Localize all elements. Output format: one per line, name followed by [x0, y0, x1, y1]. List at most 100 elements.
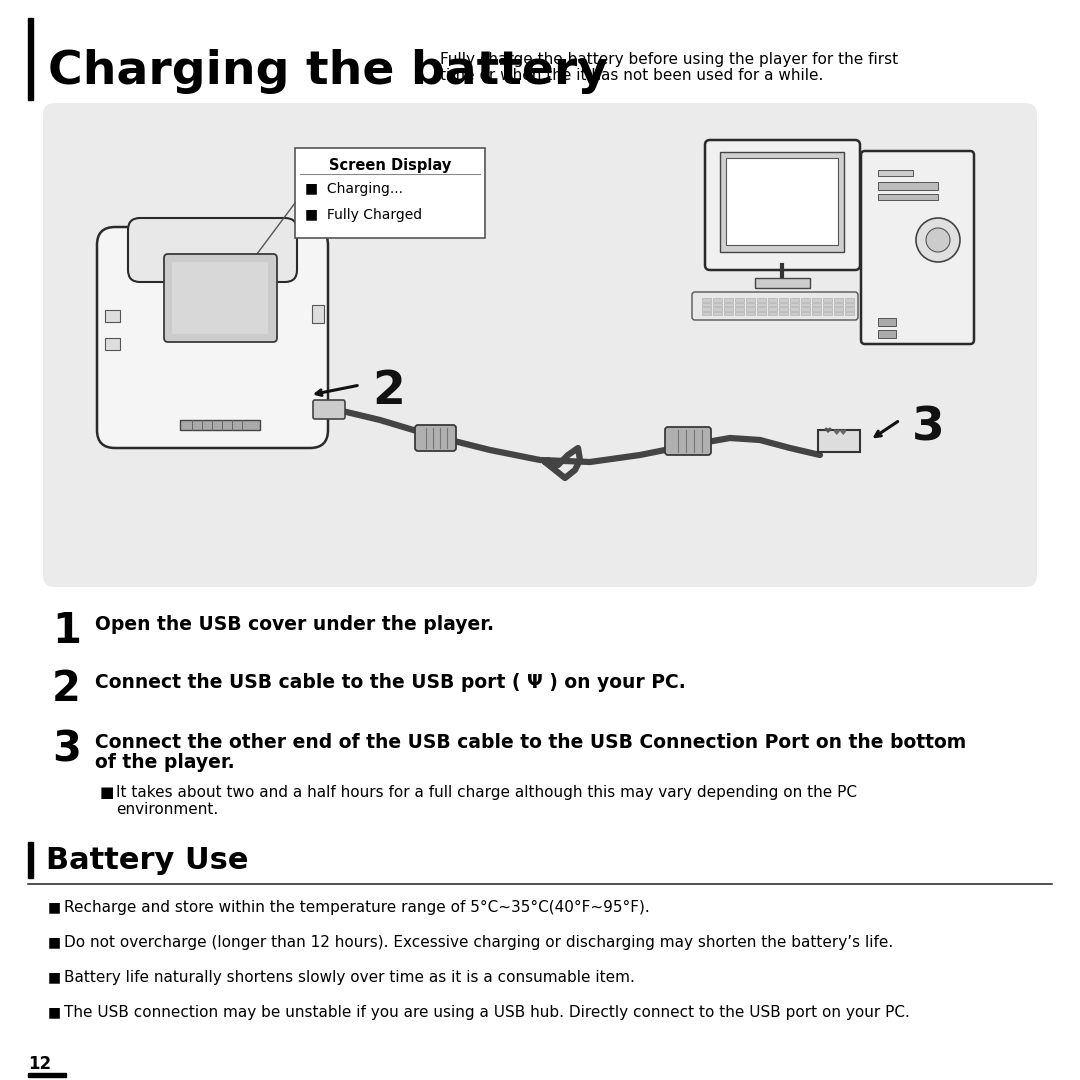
Bar: [746, 307, 755, 311]
Bar: [757, 307, 766, 311]
Bar: [105, 338, 120, 350]
Bar: [105, 310, 120, 322]
Text: 3: 3: [52, 728, 81, 770]
Bar: [768, 298, 777, 301]
FancyBboxPatch shape: [705, 140, 860, 270]
Bar: [789, 311, 799, 315]
Text: 2: 2: [372, 369, 405, 415]
Text: ■: ■: [48, 935, 62, 949]
Text: ■: ■: [48, 900, 62, 914]
Text: of the player.: of the player.: [95, 753, 234, 772]
Bar: [735, 298, 744, 301]
Text: time or when the it has not been used for a while.: time or when the it has not been used fo…: [440, 68, 823, 83]
Bar: [801, 307, 810, 311]
Text: ■: ■: [48, 970, 62, 984]
Bar: [801, 311, 810, 315]
Bar: [834, 298, 843, 301]
Text: Fully charge the battery before using the player for the first: Fully charge the battery before using th…: [440, 52, 899, 67]
Bar: [812, 302, 821, 306]
FancyBboxPatch shape: [43, 103, 1037, 588]
Text: Connect the USB cable to the USB port ( Ψ ) on your PC.: Connect the USB cable to the USB port ( …: [95, 673, 686, 692]
Text: Connect the other end of the USB cable to the USB Connection Port on the bottom: Connect the other end of the USB cable t…: [95, 733, 967, 752]
Text: 2: 2: [52, 669, 81, 710]
Bar: [713, 302, 723, 306]
Circle shape: [926, 228, 950, 252]
Bar: [713, 311, 723, 315]
Bar: [726, 158, 838, 245]
Text: 3: 3: [912, 405, 945, 450]
Bar: [789, 298, 799, 301]
Bar: [28, 842, 33, 878]
Bar: [834, 302, 843, 306]
Bar: [735, 307, 744, 311]
Text: ■  Fully Charged: ■ Fully Charged: [305, 208, 422, 222]
Text: Battery Use: Battery Use: [46, 846, 248, 875]
Bar: [724, 307, 733, 311]
Text: ■: ■: [100, 785, 114, 800]
Text: 12: 12: [28, 1055, 51, 1074]
FancyBboxPatch shape: [313, 400, 345, 419]
Bar: [702, 302, 711, 306]
Text: ■  Charging...: ■ Charging...: [305, 183, 403, 195]
Text: Do not overcharge (longer than 12 hours). Excessive charging or discharging may : Do not overcharge (longer than 12 hours)…: [64, 935, 893, 950]
Bar: [878, 194, 939, 200]
Bar: [755, 278, 810, 288]
Bar: [878, 170, 913, 176]
Bar: [812, 298, 821, 301]
Bar: [789, 307, 799, 311]
FancyBboxPatch shape: [97, 227, 328, 448]
Text: ♥♥: ♥♥: [832, 428, 847, 437]
Bar: [735, 311, 744, 315]
Bar: [702, 307, 711, 311]
FancyBboxPatch shape: [295, 148, 485, 238]
Bar: [779, 302, 788, 306]
Bar: [878, 318, 896, 326]
Text: It takes about two and a half hours for a full charge although this may vary dep: It takes about two and a half hours for …: [116, 785, 858, 800]
Bar: [757, 311, 766, 315]
Bar: [713, 298, 723, 301]
Bar: [28, 1074, 66, 1077]
Bar: [834, 307, 843, 311]
Bar: [768, 311, 777, 315]
Text: ■: ■: [48, 1005, 62, 1020]
Bar: [28, 18, 33, 100]
Bar: [757, 298, 766, 301]
Bar: [746, 311, 755, 315]
Bar: [702, 298, 711, 301]
FancyBboxPatch shape: [692, 292, 858, 320]
Text: Charging the battery: Charging the battery: [48, 50, 608, 94]
Bar: [702, 311, 711, 315]
Bar: [779, 307, 788, 311]
Bar: [845, 298, 854, 301]
Bar: [713, 307, 723, 311]
Bar: [757, 302, 766, 306]
Text: environment.: environment.: [116, 802, 218, 816]
Bar: [180, 420, 260, 430]
Bar: [834, 311, 843, 315]
Bar: [768, 307, 777, 311]
Circle shape: [916, 218, 960, 262]
FancyBboxPatch shape: [415, 426, 456, 451]
Bar: [823, 311, 832, 315]
Text: Battery life naturally shortens slowly over time as it is a consumable item.: Battery life naturally shortens slowly o…: [64, 970, 635, 985]
Bar: [845, 311, 854, 315]
Bar: [823, 298, 832, 301]
Text: 1: 1: [52, 610, 81, 652]
Bar: [768, 302, 777, 306]
Bar: [789, 302, 799, 306]
FancyBboxPatch shape: [172, 262, 268, 334]
Bar: [724, 311, 733, 315]
Bar: [779, 311, 788, 315]
FancyBboxPatch shape: [164, 254, 276, 342]
Bar: [878, 183, 939, 190]
FancyBboxPatch shape: [818, 430, 860, 453]
Bar: [724, 302, 733, 306]
Bar: [720, 152, 843, 252]
Bar: [724, 298, 733, 301]
Bar: [312, 305, 324, 323]
Text: ❤: ❤: [823, 426, 832, 436]
FancyBboxPatch shape: [861, 151, 974, 345]
Bar: [812, 311, 821, 315]
Bar: [746, 298, 755, 301]
Bar: [801, 298, 810, 301]
